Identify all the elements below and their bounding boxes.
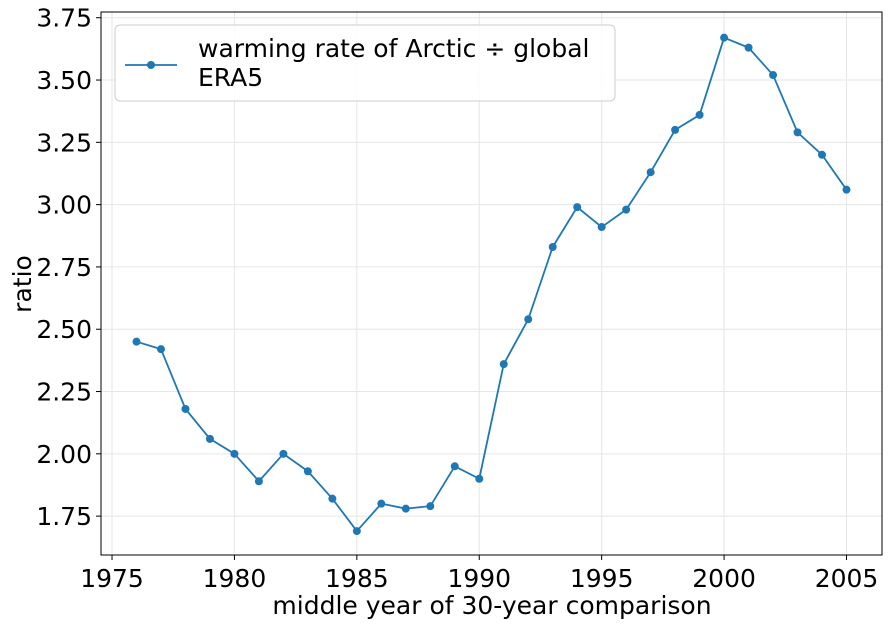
data-point [793,128,802,137]
data-point [646,168,655,177]
y-tick-label: 2.75 [36,253,92,282]
data-point [499,360,508,369]
data-point [156,345,165,354]
data-point [818,150,827,159]
grid [101,12,882,555]
x-axis: 1975 1980 1985 1990 1995 2000 2005 [80,555,878,593]
data-point [769,71,778,80]
y-tick-label: 2.00 [36,440,92,469]
x-tick-label: 2005 [815,564,879,593]
legend-label-line: warming rate of Arctic ÷ global [198,34,590,63]
data-point [254,477,263,486]
data-point [279,449,288,458]
x-tick-label: 1995 [570,564,634,593]
legend: warming rate of Arctic ÷ global ERA5 [114,24,616,102]
data-point [744,43,753,52]
x-tick-label: 2000 [692,564,756,593]
legend-series-label: warming rate of Arctic ÷ global ERA5 [198,34,590,92]
x-axis-label: middle year of 30-year comparison [272,591,711,620]
y-tick-label: 3.75 [36,4,92,33]
data-point [328,494,337,503]
x-tick-label: 1980 [203,564,267,593]
data-point [524,315,533,324]
data-point [303,467,312,476]
data-point [597,223,606,232]
data-point [720,33,729,42]
series-layer [132,33,851,536]
data-point [132,337,141,346]
data-point [695,110,704,119]
y-tick-label: 3.50 [36,66,92,95]
x-tick-label: 1985 [325,564,389,593]
data-point [377,499,386,508]
data-point [205,434,214,443]
y-tick-label: 2.50 [36,315,92,344]
data-point [548,242,557,251]
y-axis-label: ratio [8,255,37,313]
y-tick-label: 1.75 [36,502,92,531]
y-axis: 1.75 2.00 2.25 2.50 2.75 3.00 3.25 3.50 3.75 [36,4,101,531]
legend-label-line: ERA5 [198,63,263,92]
y-tick-label: 2.25 [36,378,92,407]
data-point [426,502,435,511]
legend-marker-swatch [147,61,155,69]
data-point [450,462,459,471]
data-point [352,527,361,536]
plot-frame [100,11,883,556]
data-point [181,404,190,413]
series-line [136,36,848,532]
y-tick-label: 3.25 [36,128,92,157]
data-point [671,125,680,134]
y-tick-label: 3.00 [36,191,92,220]
legend-box [114,24,616,102]
data-point [573,203,582,212]
x-tick-label: 1975 [80,564,144,593]
x-tick-label: 1990 [447,564,511,593]
data-point [230,449,239,458]
data-point [622,205,631,214]
data-point [842,185,851,194]
data-point [401,504,410,513]
data-point [475,474,484,483]
